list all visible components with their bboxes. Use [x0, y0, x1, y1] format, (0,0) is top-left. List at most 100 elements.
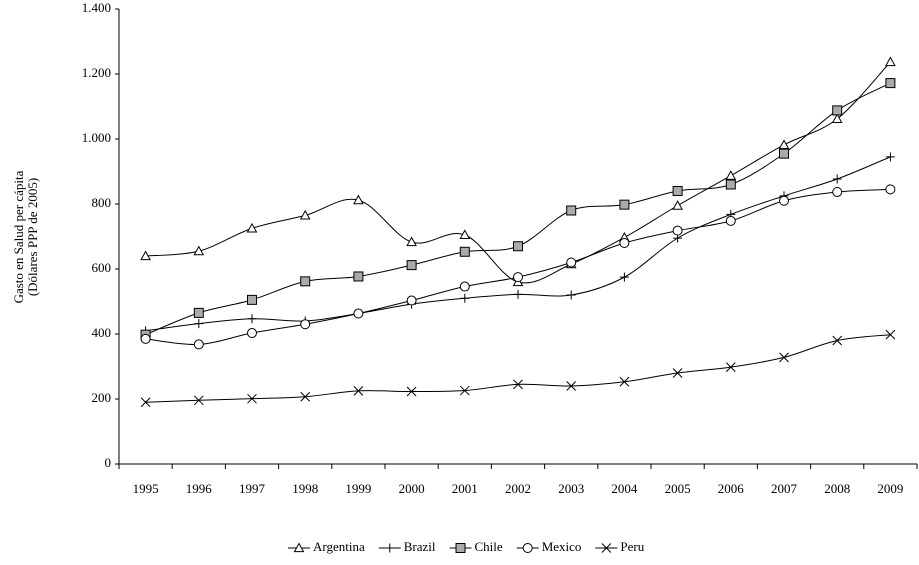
marker	[406, 386, 417, 397]
marker	[293, 542, 305, 553]
marker	[725, 362, 736, 373]
marker	[385, 543, 395, 553]
marker	[832, 335, 843, 346]
marker	[353, 194, 364, 205]
legend-label: Brazil	[404, 539, 436, 554]
marker	[885, 329, 896, 340]
marker	[460, 293, 470, 303]
x-tick-label: 1995	[133, 481, 159, 496]
marker	[140, 250, 151, 261]
marker	[247, 328, 257, 339]
marker	[194, 319, 204, 329]
marker	[247, 314, 257, 324]
marker	[193, 307, 204, 318]
marker	[300, 276, 311, 287]
x-tick-label: 2006	[718, 481, 745, 496]
marker	[353, 271, 364, 282]
y-axis-label-line: (Dólares PPP de 2005)	[25, 178, 40, 296]
marker	[406, 236, 417, 247]
marker	[513, 379, 523, 390]
marker	[459, 281, 470, 292]
marker	[566, 290, 576, 300]
marker	[459, 385, 470, 396]
marker	[455, 543, 466, 553]
x-tick-label: 2005	[665, 481, 691, 496]
marker	[193, 395, 204, 406]
marker	[193, 245, 205, 256]
marker	[406, 260, 417, 271]
y-axis-label: Gasto en Salud per cápita (Dólares PPP d…	[11, 170, 40, 303]
x-tick-label: 1999	[345, 481, 371, 496]
y-tick-label: 200	[92, 390, 112, 405]
marker	[672, 200, 683, 210]
y-axis-label-line: Gasto en Salud per cápita	[11, 170, 26, 303]
marker	[601, 543, 612, 553]
marker	[406, 295, 417, 306]
marker	[193, 339, 204, 350]
x-tick-label: 2009	[877, 481, 903, 496]
marker	[619, 199, 630, 210]
legend-label: Chile	[475, 539, 503, 554]
marker	[619, 272, 629, 282]
marker	[247, 393, 257, 404]
marker	[300, 391, 311, 402]
y-tick-label: 1.400	[82, 0, 111, 15]
legend-label: Argentina	[313, 539, 365, 554]
marker	[885, 56, 896, 67]
marker	[513, 272, 523, 283]
marker	[725, 179, 736, 190]
series-line	[145, 334, 891, 403]
marker	[513, 241, 523, 252]
marker	[459, 229, 471, 239]
y-tick-label: 400	[92, 325, 112, 340]
series-line	[145, 188, 891, 345]
marker	[725, 170, 737, 180]
y-tick-label: 0	[105, 455, 112, 470]
x-tick-label: 1996	[186, 481, 213, 496]
marker	[246, 222, 258, 233]
marker	[566, 257, 577, 268]
marker	[831, 113, 843, 123]
y-tick-label: 1.200	[82, 65, 111, 80]
x-tick-label: 2002	[505, 481, 531, 496]
y-tick-label: 800	[92, 195, 112, 210]
legend-label: Mexico	[542, 539, 582, 554]
marker	[725, 215, 736, 226]
marker	[353, 308, 364, 319]
marker	[353, 386, 364, 396]
marker	[247, 294, 257, 305]
marker	[300, 319, 311, 330]
marker	[619, 238, 630, 248]
marker	[566, 381, 577, 391]
marker	[779, 352, 789, 363]
marker	[672, 225, 683, 236]
marker	[619, 376, 630, 387]
legend-label: Peru	[620, 539, 644, 554]
x-tick-label: 2000	[399, 481, 425, 496]
marker	[832, 186, 843, 197]
x-tick-label: 1998	[292, 481, 318, 496]
x-tick-label: 2004	[611, 481, 638, 496]
x-tick-label: 2008	[824, 481, 850, 496]
marker	[672, 186, 683, 196]
marker	[140, 333, 151, 344]
marker	[832, 174, 842, 184]
marker	[779, 195, 789, 206]
legend: Argentina Brazil Chile Mexico Peru	[288, 539, 645, 554]
marker	[832, 105, 843, 116]
marker	[779, 148, 789, 159]
marker	[566, 205, 577, 216]
x-tick-label: 1997	[239, 481, 266, 496]
marker	[885, 152, 895, 162]
marker	[513, 289, 523, 299]
marker	[299, 209, 311, 220]
y-tick-label: 1.000	[82, 130, 111, 145]
x-tick-label: 2007	[771, 481, 798, 496]
marker	[672, 368, 683, 378]
y-tick-label: 600	[92, 260, 112, 275]
x-tick-label: 2003	[558, 481, 584, 496]
marker	[459, 246, 470, 257]
marker	[885, 184, 896, 195]
marker	[885, 78, 896, 89]
